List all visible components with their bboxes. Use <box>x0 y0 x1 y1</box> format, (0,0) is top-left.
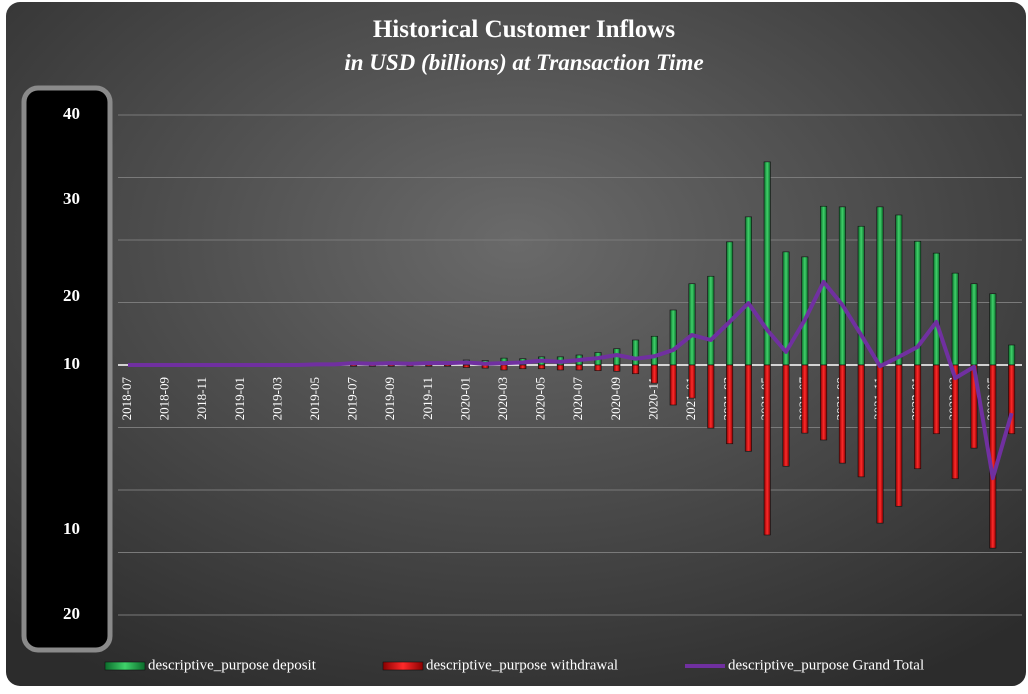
bar <box>951 272 959 366</box>
legend-label: descriptive_purpose deposit <box>148 657 317 673</box>
y-tick-label: 40 <box>63 104 80 123</box>
bar <box>1008 344 1016 366</box>
bar <box>876 364 884 524</box>
bar <box>989 293 997 366</box>
bar <box>594 364 602 371</box>
bar <box>669 309 677 366</box>
legend-label: descriptive_purpose Grand Total <box>728 657 924 673</box>
x-tick-label: 2018-11 <box>194 377 209 420</box>
bar <box>556 364 564 371</box>
background <box>6 2 1026 686</box>
bar <box>895 214 903 366</box>
bar <box>707 275 715 366</box>
bar <box>970 283 978 366</box>
bar <box>1008 364 1016 435</box>
y-tick-label: 10 <box>63 354 80 373</box>
bar <box>951 364 959 480</box>
bar <box>462 364 470 368</box>
bar <box>932 252 940 366</box>
bar <box>632 339 640 366</box>
bar <box>838 364 846 464</box>
bar <box>650 364 658 384</box>
bar <box>744 216 752 366</box>
bar <box>613 364 621 372</box>
y-tick-label: 30 <box>63 189 80 208</box>
x-tick-label: 2019-09 <box>382 377 397 420</box>
bar <box>782 364 790 467</box>
bar <box>763 364 771 536</box>
bar <box>707 364 715 429</box>
x-tick-label: 2019-11 <box>420 377 435 420</box>
x-tick-label: 2019-05 <box>307 377 322 420</box>
axis-panel <box>21 85 113 653</box>
bar <box>650 335 658 366</box>
bar <box>876 206 884 366</box>
bar <box>688 283 696 366</box>
y-tick-label: 20 <box>63 286 80 305</box>
legend-swatch <box>382 661 424 671</box>
y-tick-label: 10 <box>63 519 80 538</box>
bar <box>838 206 846 366</box>
bar <box>820 364 828 441</box>
x-tick-label: 2019-01 <box>232 377 247 420</box>
x-tick-label: 2020-01 <box>457 377 472 420</box>
y-tick-label: 20 <box>63 604 80 623</box>
x-tick-label: 2019-03 <box>269 377 284 420</box>
line <box>128 279 1014 481</box>
x-tick-label: 2020-09 <box>608 377 623 420</box>
x-tick-label: 2018-09 <box>157 377 172 420</box>
x-tick-label: 2019-07 <box>345 377 360 421</box>
x-tick-label: 2020-05 <box>533 377 548 420</box>
bar <box>744 364 752 452</box>
chart-title: Historical Customer Inflows <box>373 16 676 43</box>
bar <box>688 364 696 399</box>
bar <box>895 364 903 507</box>
bar <box>538 364 546 370</box>
x-tick-label: 2020-03 <box>495 377 510 420</box>
bar <box>444 364 452 367</box>
legend-swatch <box>104 661 146 671</box>
bar <box>857 225 865 366</box>
bar <box>726 364 734 445</box>
x-tick-label: 2018-07 <box>119 377 134 421</box>
bar <box>932 364 940 435</box>
bar <box>632 364 640 375</box>
bar <box>575 364 583 371</box>
bar <box>914 364 922 470</box>
bar <box>519 364 527 370</box>
bar <box>726 241 734 366</box>
legend-label: descriptive_purpose withdrawal <box>426 657 618 673</box>
x-tick-label: 2020-07 <box>570 377 585 421</box>
bar <box>857 364 865 478</box>
bar <box>669 364 677 406</box>
x-tick-label: 2020-11 <box>645 377 660 420</box>
bar <box>500 364 508 371</box>
chart-subtitle: in USD (billions) at Transaction Time <box>344 50 703 75</box>
bar <box>801 364 809 434</box>
